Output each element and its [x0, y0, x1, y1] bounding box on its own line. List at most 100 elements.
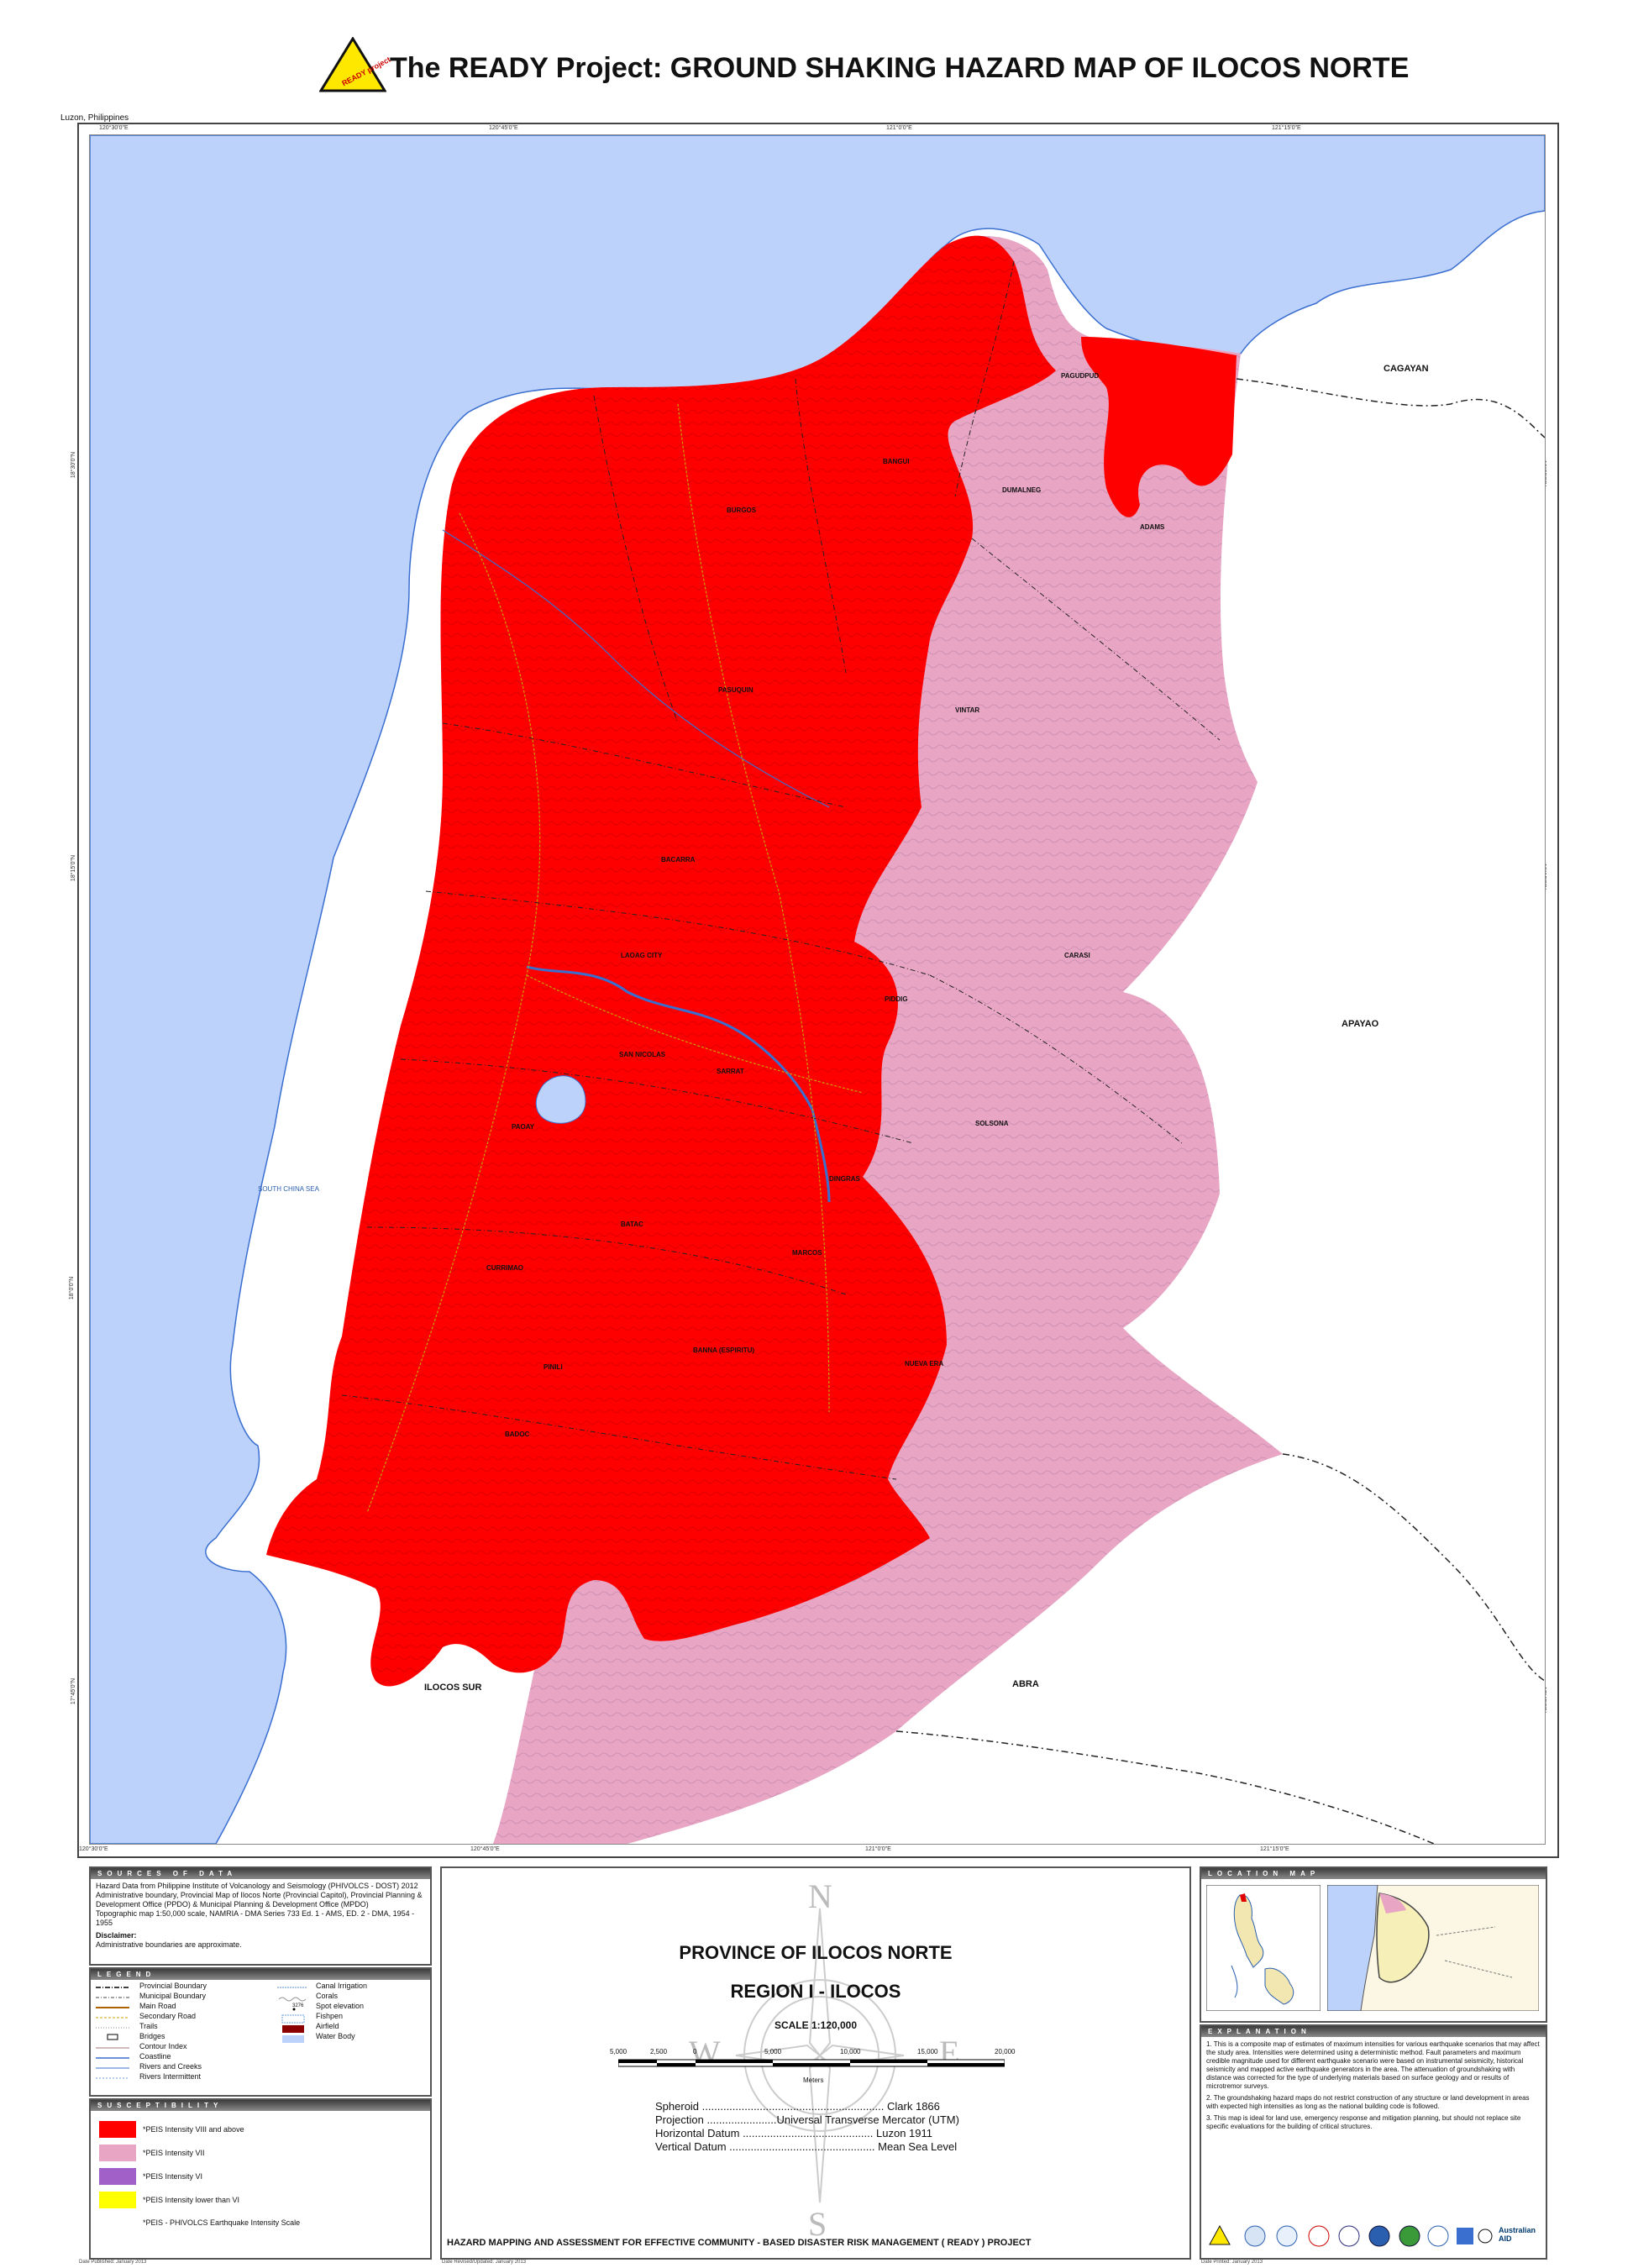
muni-pasuquin: PASUQUIN	[718, 686, 753, 694]
cagayan-apayao-border	[1236, 378, 1545, 438]
map-canvas[interactable]: CAGAYAN APAYAO ILOCOS SUR ABRA SOUTH CHI…	[89, 134, 1546, 1845]
spec-label: Horizontal Datum	[655, 2127, 740, 2139]
region-title: REGION I - ILOCOS	[730, 1981, 901, 2002]
legend-item: Rivers and Creeks	[139, 2062, 202, 2071]
spec-row: Spheroid ...............................…	[655, 2100, 940, 2113]
scale-tick: 10,000	[840, 2048, 861, 2055]
top-tick: 121°15'0"E	[1272, 125, 1301, 131]
spec-label: Spheroid	[655, 2100, 700, 2113]
legend-panel: LEGEND Provincial Boundary Municipal Bou…	[89, 1967, 432, 2097]
susceptibility-heading: SUSCEPTIBILITY	[91, 2100, 430, 2111]
legend-symbols-right	[277, 1987, 307, 2043]
muni-vintar: VINTAR	[955, 706, 980, 714]
philippines-inset-map	[1206, 1885, 1321, 2011]
muni-dumalneg: DUMALNEG	[1002, 486, 1042, 494]
susceptibility-panel: SUSCEPTIBILITY *PEIS Intensity VIII and …	[89, 2098, 432, 2260]
left-tick: 17°45'0"N	[71, 1677, 77, 1705]
spec-dots: ........................................…	[743, 2127, 874, 2139]
partner-logos: Australian AID	[1205, 2219, 1541, 2253]
left-tick: 18°15'0"N	[71, 854, 77, 882]
swatch-intensity-lower	[99, 2192, 136, 2208]
left-tick: 18°30'0"N	[71, 451, 77, 479]
legend-item: Airfield	[316, 2022, 339, 2030]
river-north	[442, 529, 830, 808]
muni-batac: BATAC	[621, 1221, 643, 1228]
legend-item: Main Road	[139, 2002, 176, 2010]
scale-tick: 15,000	[917, 2048, 938, 2055]
susc-label: *PEIS Intensity lower than VI	[143, 2196, 240, 2204]
region-label-apayao: APAYAO	[1342, 1019, 1379, 1029]
susc-label: *PEIS Intensity VII	[143, 2149, 205, 2157]
legend-item: Rivers Intermittent	[139, 2072, 202, 2081]
bottom-tick: 121°15'0"E	[1260, 1846, 1289, 1852]
spot-elevation-value: 3276	[292, 2003, 304, 2008]
muni-laoag-city: LAOAG CITY	[621, 952, 663, 959]
region-label-abra: ABRA	[1012, 1679, 1039, 1689]
australian-aid-logo: Australian AID	[1499, 2226, 1536, 2243]
zone-intensity-viii-east	[1081, 337, 1237, 517]
top-tick: 121°0'0"E	[886, 125, 912, 131]
location-map-panel: LOCATION MAP	[1200, 1866, 1547, 2023]
municipal-boundaries	[341, 260, 1221, 1480]
region-label-ilocos-sur: ILOCOS SUR	[424, 1683, 482, 1693]
muni-nueva-era: NUEVA ERA	[905, 1360, 944, 1368]
scale-bar	[618, 2059, 1005, 2067]
swatch-intensity-vii	[99, 2145, 136, 2161]
road-network	[366, 403, 864, 1514]
muni-currimao: CURRIMAO	[486, 1264, 523, 1272]
compass-rose-icon	[735, 1908, 905, 2203]
ready-project-logo	[319, 37, 386, 92]
susc-footnote: *PEIS - PHIVOLCS Earthquake Intensity Sc…	[143, 2218, 301, 2227]
explanation-paragraph: 1. This is a composite map of estimates …	[1206, 2040, 1540, 2090]
susc-label: *PEIS Intensity VI	[143, 2172, 203, 2181]
scale-text: SCALE 1:120,000	[774, 2019, 858, 2031]
spec-value: Luzon 1911	[876, 2127, 932, 2139]
legend-item: Bridges	[139, 2032, 165, 2040]
muni-bacarra: BACARRA	[661, 856, 696, 864]
legend-item: Spot elevation	[316, 2002, 365, 2010]
muni-burgos: BURGOS	[727, 507, 757, 514]
sea-label: SOUTH CHINA SEA	[258, 1185, 319, 1193]
partner-logos-icon	[1209, 2224, 1493, 2247]
legend-heading: LEGEND	[91, 1969, 430, 1980]
bottom-tick: 120°45'0"E	[470, 1846, 500, 1852]
disclaimer-label: Disclaimer:	[96, 1931, 137, 1940]
paoay-lake	[535, 1075, 586, 1124]
legend-item: Trails	[139, 2022, 158, 2030]
scale-tick: 0	[693, 2048, 697, 2055]
legend-symbols-left	[96, 1987, 129, 2079]
compass-s: S	[808, 2205, 827, 2243]
legend-item: Fishpen	[316, 2012, 344, 2020]
project-footer: HAZARD MAPPING AND ASSESSMENT FOR EFFECT…	[447, 2238, 1032, 2248]
spec-row: Projection .......................Univer…	[655, 2113, 959, 2126]
legend-item: Municipal Boundary	[139, 1992, 207, 2000]
apayao-abra-border	[1282, 1453, 1545, 1682]
top-tick: 120°30'0"E	[99, 125, 129, 131]
explanation-paragraph: 3. This map is ideal for land use, emerg…	[1206, 2114, 1521, 2130]
spec-label: Vertical Datum	[655, 2140, 727, 2153]
spec-dots: ........................................…	[701, 2100, 885, 2113]
location-map-heading: LOCATION MAP	[1201, 1868, 1546, 1879]
locator-caption: Luzon, Philippines	[60, 113, 129, 123]
spec-dots: .......................	[706, 2113, 777, 2126]
muni-banna: BANNA (ESPIRITU)	[693, 1347, 755, 1354]
muni-bangui: BANGUI	[883, 458, 910, 465]
muni-sarrat: SARRAT	[717, 1068, 744, 1075]
explanation-paragraph: 2. The groundshaking hazard maps do not …	[1206, 2094, 1530, 2110]
date-revised: Date Revised/Updated: January 2013	[442, 2260, 527, 2265]
muni-dingras: DINGRAS	[829, 1175, 860, 1183]
source-line: Administrative boundary, Provincial Map …	[96, 1891, 423, 1908]
muni-pagudpud: PAGUDPUD	[1061, 372, 1100, 380]
spec-dots: ........................................…	[729, 2140, 875, 2153]
sources-heading: SOURCES OF DATA	[91, 1868, 430, 1879]
scale-tick: 5,000	[610, 2048, 627, 2055]
legend-item: Coastline	[139, 2052, 171, 2061]
compass-n: N	[808, 1877, 832, 1915]
disclaimer-text: Administrative boundaries are approximat…	[96, 1940, 242, 1949]
spec-row: Horizontal Datum .......................…	[655, 2127, 932, 2139]
scale-unit: Meters	[803, 2076, 824, 2084]
spec-label: Projection	[655, 2113, 704, 2126]
province-title: PROVINCE OF ILOCOS NORTE	[679, 1942, 953, 1963]
region-inset-map	[1327, 1885, 1539, 2011]
spec-value: Clark 1866	[887, 2100, 940, 2113]
